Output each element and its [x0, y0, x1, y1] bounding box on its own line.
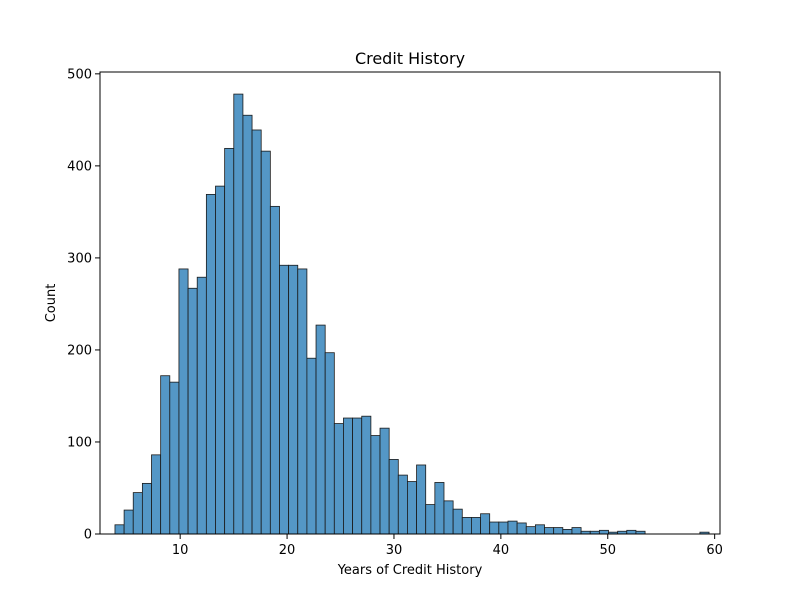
- histogram-bar: [471, 517, 481, 535]
- histogram-bar: [525, 526, 536, 535]
- histogram-bar: [425, 504, 436, 535]
- histogram-bar: [205, 193, 216, 535]
- histogram-bar: [324, 352, 335, 535]
- histogram-bar: [123, 509, 134, 535]
- histogram-bar: [352, 417, 363, 535]
- y-tick-label: 300: [67, 251, 92, 266]
- x-tick-label: 60: [706, 543, 723, 558]
- histogram-bar: [151, 454, 162, 535]
- histogram-bar: [160, 375, 171, 535]
- histogram-bar: [215, 185, 226, 535]
- histogram-bar: [141, 482, 152, 535]
- histogram-bar: [251, 129, 262, 535]
- histogram-bar: [434, 482, 445, 535]
- x-tick-label: 10: [172, 543, 189, 558]
- histogram-bar: [169, 381, 180, 535]
- histogram-bar: [114, 524, 125, 535]
- histogram-bar: [626, 529, 637, 535]
- histogram-bar: [534, 524, 545, 535]
- histogram-bar: [224, 147, 235, 535]
- histogram-bar: [388, 459, 399, 535]
- histogram-bar: [343, 417, 353, 535]
- y-axis-label: Count: [44, 284, 59, 323]
- x-tick-label: 40: [493, 543, 510, 558]
- histogram-bar: [443, 500, 454, 535]
- y-tick-label: 0: [84, 528, 92, 543]
- histogram-bar: [178, 268, 189, 535]
- histogram-bar: [480, 513, 491, 535]
- histogram-bar: [297, 268, 308, 535]
- histogram-bar: [379, 427, 390, 535]
- axis-ticks: 10 20 30 40 50 60 0 100 200 300 400 500: [67, 67, 723, 558]
- plot-frame: [99, 71, 721, 535]
- histogram-bar: [598, 529, 609, 535]
- histogram-bar: [562, 529, 573, 535]
- histogram-bar: [498, 521, 509, 535]
- histogram-bar: [553, 527, 564, 535]
- y-tick-label: 100: [67, 435, 92, 450]
- histogram-bar: [333, 423, 344, 535]
- histogram-bar: [452, 508, 463, 535]
- histogram-bar: [507, 520, 518, 535]
- histogram-bar: [306, 357, 317, 535]
- histogram-bar: [489, 521, 500, 535]
- histogram-bar: [571, 527, 582, 535]
- x-tick-label: 20: [279, 543, 296, 558]
- x-axis-label: Years of Credit History: [337, 563, 483, 578]
- histogram-bar: [288, 264, 299, 535]
- histogram-bar: [269, 205, 280, 535]
- y-tick-label: 400: [67, 159, 92, 174]
- histogram-bar: [196, 276, 207, 535]
- y-tick-label: 500: [67, 67, 92, 82]
- chart-title: Credit History: [355, 49, 465, 68]
- histogram-bar: [370, 435, 381, 535]
- histogram-bar: [260, 150, 271, 535]
- histogram-bar: [361, 415, 372, 535]
- histogram-bar: [416, 464, 427, 535]
- histogram-bar: [516, 522, 527, 535]
- histogram-bar: [279, 264, 290, 535]
- histogram-bar: [233, 93, 244, 535]
- histogram-bar: [187, 287, 198, 535]
- histogram-bar: [461, 517, 472, 535]
- histogram-bar: [407, 481, 417, 535]
- y-tick-label: 200: [67, 343, 92, 358]
- histogram-bar: [315, 324, 326, 535]
- histogram-bar: [132, 492, 143, 535]
- histogram-bar: [397, 474, 408, 535]
- x-tick-label: 50: [599, 543, 616, 558]
- x-tick-label: 30: [386, 543, 403, 558]
- histogram-bar: [242, 114, 253, 535]
- histogram-bar: [544, 527, 555, 535]
